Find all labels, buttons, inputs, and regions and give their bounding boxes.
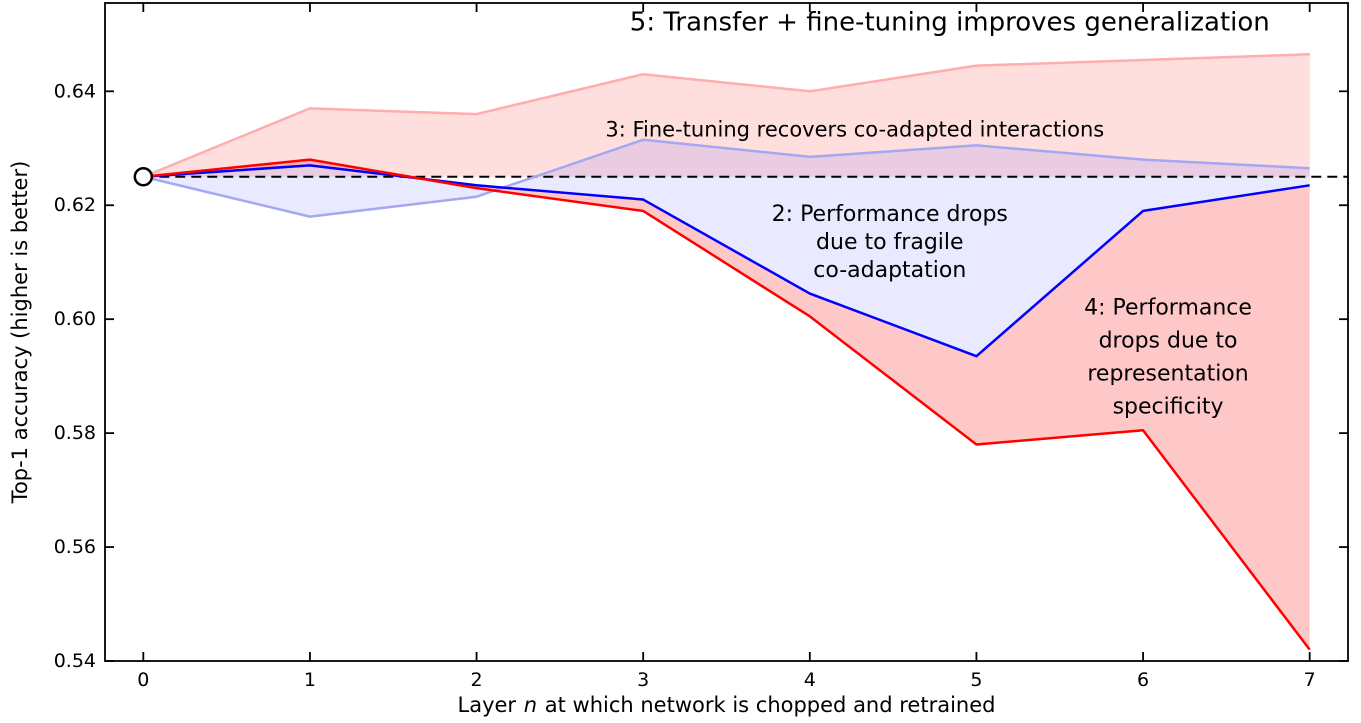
y-tick-label: 0.58 (54, 422, 96, 444)
specificity-drop-region (143, 159, 1310, 650)
y-tick-label: 0.56 (54, 536, 96, 558)
transfer-and-finetune-line (142, 53, 1310, 178)
y-tick-label: 0.54 (54, 650, 96, 672)
plot-area (133, 53, 1348, 651)
x-axis-label-prefix: Layer (457, 693, 523, 717)
x-tick-label: 6 (1137, 669, 1149, 691)
annotation-4: 4: Performance drops due to representation… (1084, 296, 1252, 420)
y-axis-label: Top-1 accuracy (higher is better) (8, 160, 32, 504)
x-tick-label: 1 (304, 669, 316, 691)
x-tick-label: 2 (471, 669, 483, 691)
baseline-start-marker (133, 167, 154, 187)
finetune-recovers-line (143, 138, 1310, 218)
x-axis-label-variable: n (523, 693, 538, 717)
annotation-5: 5: Transfer + fine-tuning improves gener… (630, 7, 1270, 37)
annotation-2: 2: Performance drops due to fragile co-ada… (772, 202, 1008, 283)
y-tick-label: 0.64 (54, 80, 96, 102)
x-tick-label: 4 (804, 669, 816, 691)
y-tick-label: 0.62 (54, 194, 96, 216)
axes-frame (104, 2, 1349, 662)
x-axis-label: Layer n at which network is chopped and … (105, 693, 1348, 717)
coadaptation-drop-region (143, 139, 1310, 357)
x-tick-label: 7 (1304, 669, 1316, 691)
x-axis-label-suffix: at which network is chopped and retraine… (538, 693, 996, 717)
x-tick-label: 5 (970, 669, 982, 691)
x-tick-label: 3 (637, 669, 649, 691)
y-tick-label: 0.60 (54, 308, 96, 330)
fragile-coadaptation-line (143, 164, 1310, 358)
representation-specificity-line (143, 158, 1311, 651)
transfer-gain-region (143, 54, 1310, 177)
annotation-3: 3: Fine-tuning recovers co-adapted inter… (605, 117, 1104, 141)
x-tick-label: 0 (137, 669, 149, 691)
